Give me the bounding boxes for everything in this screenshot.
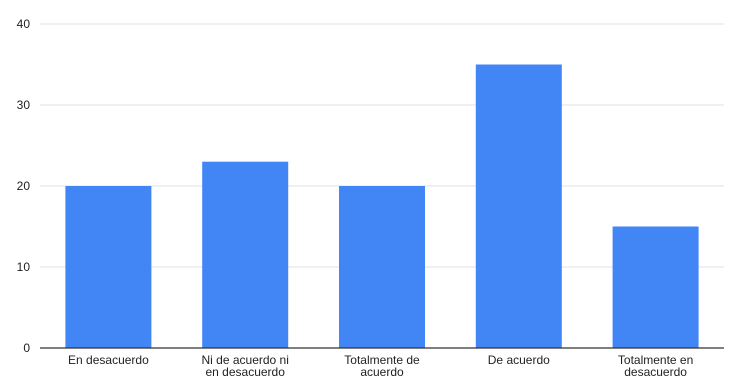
x-category-label-line: en desacuerdo [205,365,285,379]
bar-layer [65,64,699,348]
x-category-label: Ni de acuerdo ni en desacuerdo [202,353,289,379]
y-tick-label: 20 [17,179,31,193]
bar [475,64,562,348]
bar [339,186,425,348]
bar [612,226,699,348]
y-tick-label: 0 [23,341,30,355]
label-layer: 0 10 20 30 40 En desacuerdo Ni de acuerdo ni en… [17,17,694,379]
x-category-label: Totalmente en desacuerdo [618,353,693,379]
x-category-label-line: Ni de acuerdo ni [202,353,289,367]
x-category-label: En desacuerdo [68,353,149,367]
x-category-label: Totalmente de acuerdo [344,353,420,379]
bar [65,186,152,348]
x-category-label: De acuerdo [488,353,550,367]
x-category-label-line: Totalmente en [618,353,693,367]
x-category-label-line: acuerdo [360,365,404,379]
y-tick-label: 10 [17,260,31,274]
bar [202,161,289,348]
x-category-label-line: desacuerdo [624,365,687,379]
x-category-label-line: De acuerdo [488,353,550,367]
y-tick-label: 30 [17,98,31,112]
x-category-label-line: Totalmente de [344,353,420,367]
y-tick-label: 40 [17,17,31,31]
x-category-label-line: En desacuerdo [68,353,149,367]
